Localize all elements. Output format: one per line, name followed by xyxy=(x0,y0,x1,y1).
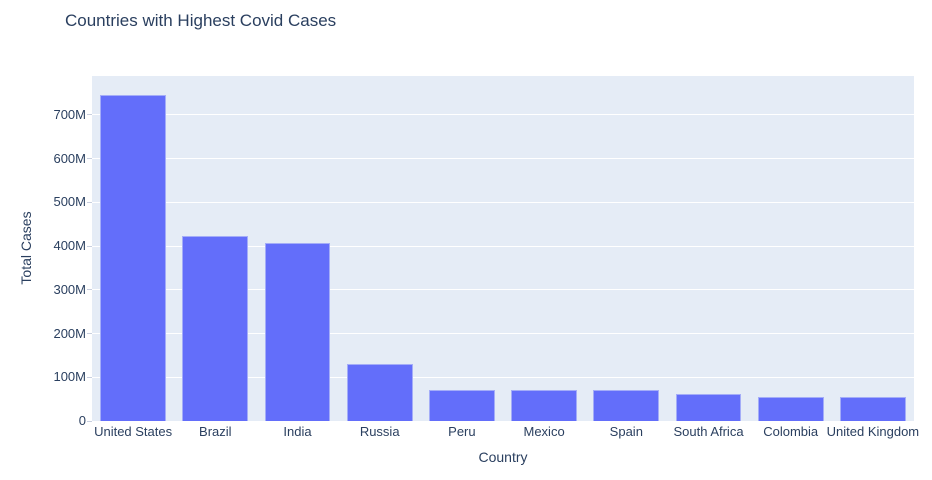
y-tick-mark xyxy=(87,114,92,116)
bar-south-africa xyxy=(675,394,742,421)
bar-united-states xyxy=(100,94,166,421)
x-tick-label-united-kingdom: United Kingdom xyxy=(826,424,920,439)
y-tick-mark xyxy=(87,201,92,203)
x-tick-label-colombia: Colombia xyxy=(763,424,819,439)
y-tick-mark xyxy=(87,158,92,160)
gridline-200M xyxy=(92,333,914,335)
y-tick-label: 700M xyxy=(53,106,86,122)
chart-title: Countries with Highest Covid Cases xyxy=(65,11,337,30)
bar-colombia xyxy=(757,396,824,421)
y-tick-label: 300M xyxy=(53,281,86,297)
bar-peru xyxy=(429,389,495,421)
y-tick-label: 400M xyxy=(53,238,86,254)
plot-area xyxy=(92,76,914,421)
gridline-600M xyxy=(92,158,914,160)
x-tick-label-spain: Spain xyxy=(609,424,643,439)
gridline-500M xyxy=(92,201,914,203)
y-tick-label: 500M xyxy=(53,194,86,210)
x-tick-label-peru: Peru xyxy=(448,424,476,439)
y-tick-mark xyxy=(87,376,92,378)
bar-brazil xyxy=(182,235,249,421)
bar-india xyxy=(264,242,331,421)
y-tick-mark xyxy=(87,420,92,422)
y-tick-label: 0 xyxy=(78,413,86,428)
x-axis-title: Country xyxy=(478,449,528,465)
gridline-300M xyxy=(92,289,914,291)
bar-mexico xyxy=(511,389,577,421)
gridline-400M xyxy=(92,245,914,247)
x-tick-label-south-africa: South Africa xyxy=(673,424,744,439)
x-tick-label-brazil: Brazil xyxy=(199,424,232,439)
bar-united-kingdom xyxy=(840,396,906,421)
y-tick-label: 100M xyxy=(53,369,86,385)
x-tick-label-mexico: Mexico xyxy=(523,424,565,439)
gridline-700M xyxy=(92,114,914,116)
x-tick-label-united-states: United States xyxy=(94,424,173,439)
gridline-100M xyxy=(92,376,914,378)
y-tick-label: 600M xyxy=(53,150,86,166)
y-tick-mark xyxy=(87,245,92,247)
bar-spain xyxy=(593,390,660,421)
y-tick-label: 200M xyxy=(53,325,86,341)
x-tick-label-russia: Russia xyxy=(359,424,400,439)
x-tick-label-india: India xyxy=(283,424,312,439)
bar-russia xyxy=(346,364,413,421)
y-tick-mark xyxy=(87,289,92,291)
y-tick-mark xyxy=(87,333,92,335)
